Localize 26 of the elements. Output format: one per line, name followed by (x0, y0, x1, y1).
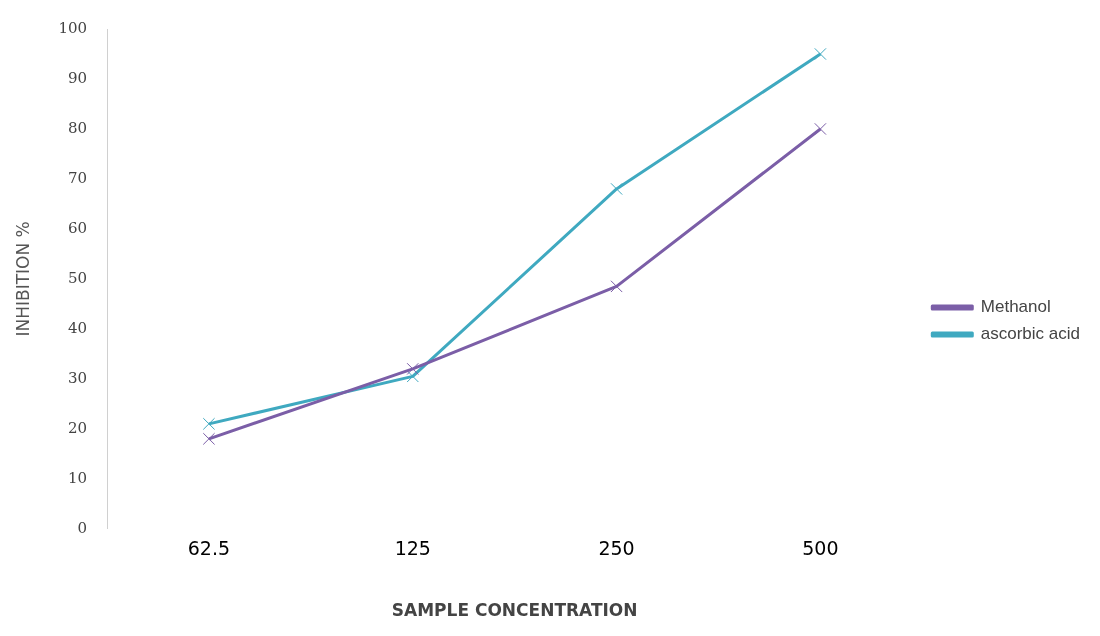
point (202, 432, 216, 445)
y-tick-label: 100 (58, 18, 88, 37)
point (406, 362, 419, 376)
legend-label: Methanol (980, 297, 1051, 317)
y-tick-label: 10 (67, 468, 88, 487)
legend-label: ascorbic acid (980, 324, 1081, 344)
x-tick-label: 62.5 (187, 537, 231, 560)
point (814, 47, 827, 61)
x-tick-label: 125 (394, 537, 431, 560)
y-tick-label: 80 (67, 118, 88, 137)
y-axis-title: INHIBITION % (12, 221, 33, 337)
x-axis-title: SAMPLE CONCENTRATION (391, 600, 638, 621)
point (814, 122, 827, 136)
y-tick-label: 40 (67, 318, 88, 337)
y-tick-label: 70 (67, 168, 88, 187)
point (406, 370, 419, 383)
y-tick-label: 50 (67, 268, 88, 287)
point (610, 280, 623, 293)
y-tick-label: 20 (67, 418, 88, 437)
x-tick-label: 250 (598, 537, 635, 560)
y-tick-label: 90 (67, 68, 88, 87)
y-tick-label: 30 (67, 368, 88, 387)
x-tick-label: 500 (802, 537, 839, 560)
y-tick-label: 0 (77, 518, 88, 537)
point (202, 417, 216, 430)
y-tick-label: 60 (67, 218, 88, 237)
